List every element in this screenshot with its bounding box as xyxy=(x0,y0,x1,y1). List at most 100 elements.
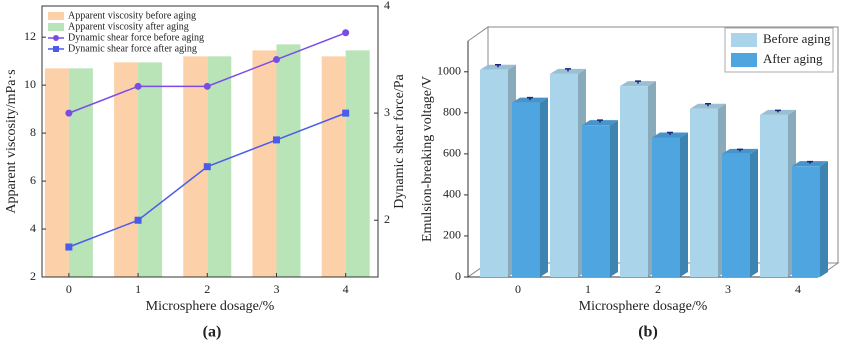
y-axis-title: Apparent viscosity/mPa·s xyxy=(4,69,19,213)
bar xyxy=(620,81,656,277)
bar-side xyxy=(540,97,548,277)
bar xyxy=(207,56,232,278)
bar xyxy=(345,50,370,278)
bar-front xyxy=(722,153,750,277)
y2-tick-label: 3 xyxy=(384,105,390,119)
x-tick-label: 0 xyxy=(515,282,521,296)
x-tick-label: 2 xyxy=(204,282,210,296)
legend-marker xyxy=(53,46,59,52)
legend-label: Apparent viscosity before aging xyxy=(68,10,196,21)
error-bar xyxy=(565,68,571,72)
point xyxy=(65,243,73,251)
bar-side xyxy=(680,132,688,277)
legend-marker xyxy=(53,35,59,41)
y-tick-label: 6 xyxy=(30,173,36,187)
bar xyxy=(44,68,69,278)
x-tick-label: 3 xyxy=(725,282,731,296)
bar-front xyxy=(480,69,508,277)
bar-front xyxy=(792,166,820,277)
x-tick-label: 4 xyxy=(343,282,349,296)
error-bar xyxy=(635,80,641,84)
bar-front xyxy=(652,137,680,277)
bar xyxy=(792,161,828,277)
point xyxy=(272,56,280,64)
legend-swatch xyxy=(48,12,64,20)
bar xyxy=(760,109,796,277)
x-tick-label: 1 xyxy=(585,282,591,296)
point xyxy=(342,109,350,117)
bar xyxy=(690,103,726,277)
point xyxy=(272,136,280,144)
y-tick-label: 10 xyxy=(24,77,36,91)
bar xyxy=(550,68,586,278)
legend-label: Apparent viscosity after aging xyxy=(68,21,189,32)
bar-front xyxy=(620,86,648,277)
bar xyxy=(321,56,346,278)
bar xyxy=(183,56,208,278)
point xyxy=(134,82,142,90)
panel-label: (a) xyxy=(203,324,222,341)
y-tick-label: 2 xyxy=(30,269,36,283)
legend-label: Dynamic shear force after aging xyxy=(68,43,197,54)
y-tick-label: 400 xyxy=(443,187,461,201)
bar xyxy=(480,64,516,277)
bar-side xyxy=(750,148,758,277)
bar xyxy=(276,44,301,278)
legend-label: Before aging xyxy=(763,31,831,46)
bar xyxy=(512,97,548,277)
x-tick-label: 0 xyxy=(66,282,72,296)
bar xyxy=(138,62,163,278)
bar-front xyxy=(690,108,718,277)
bar-front xyxy=(512,102,540,277)
point xyxy=(65,109,73,117)
y-tick-label: 200 xyxy=(443,228,461,242)
bar-front xyxy=(760,114,788,277)
bar xyxy=(722,148,758,277)
x-tick-label: 2 xyxy=(655,282,661,296)
y-tick-label: 1000 xyxy=(437,64,461,78)
y-tick-label: 4 xyxy=(30,221,36,235)
point xyxy=(342,29,350,37)
legend-label: After aging xyxy=(763,51,823,66)
bar xyxy=(114,62,139,278)
x-axis-title: Microsphere dosage/% xyxy=(146,299,275,314)
y-tick-label: 800 xyxy=(443,105,461,119)
point xyxy=(203,82,211,90)
y-tick-label: 8 xyxy=(30,125,36,139)
bar-side xyxy=(820,161,828,277)
y2-tick-label: 2 xyxy=(384,212,390,226)
y-tick-label: 0 xyxy=(455,269,461,283)
error-bar xyxy=(705,103,711,107)
panel-label: (b) xyxy=(638,324,658,341)
error-bar xyxy=(597,119,603,123)
y-axis-title: Emulsion-breaking voltage/V xyxy=(420,76,435,242)
point xyxy=(134,216,142,224)
error-bar xyxy=(737,148,743,152)
bar xyxy=(252,50,277,278)
y2-axis-title: Dynamic shear force/Pa xyxy=(392,73,407,208)
bar-side xyxy=(610,120,618,277)
x-tick-label: 1 xyxy=(135,282,141,296)
bar xyxy=(652,132,688,277)
error-bar xyxy=(807,160,813,164)
y-tick-label: 600 xyxy=(443,146,461,160)
y-tick-label: 12 xyxy=(24,29,36,43)
legend-swatch xyxy=(731,33,757,47)
x-tick-label: 4 xyxy=(795,282,801,296)
legend-swatch xyxy=(48,23,64,31)
bar-front xyxy=(550,73,578,278)
plot-frame xyxy=(41,5,379,278)
error-bar xyxy=(495,64,501,68)
bar-front xyxy=(582,125,610,277)
x-tick-label: 3 xyxy=(273,282,279,296)
y2-tick-label: 4 xyxy=(384,0,390,12)
legend-swatch xyxy=(731,53,757,67)
error-bar xyxy=(667,131,673,135)
x-axis-title: Microsphere dosage/% xyxy=(579,299,708,314)
error-bar xyxy=(527,96,533,101)
bar xyxy=(582,120,618,277)
error-bar xyxy=(775,109,781,113)
point xyxy=(203,163,211,171)
legend-label: Dynamic shear force before aging xyxy=(68,32,204,43)
